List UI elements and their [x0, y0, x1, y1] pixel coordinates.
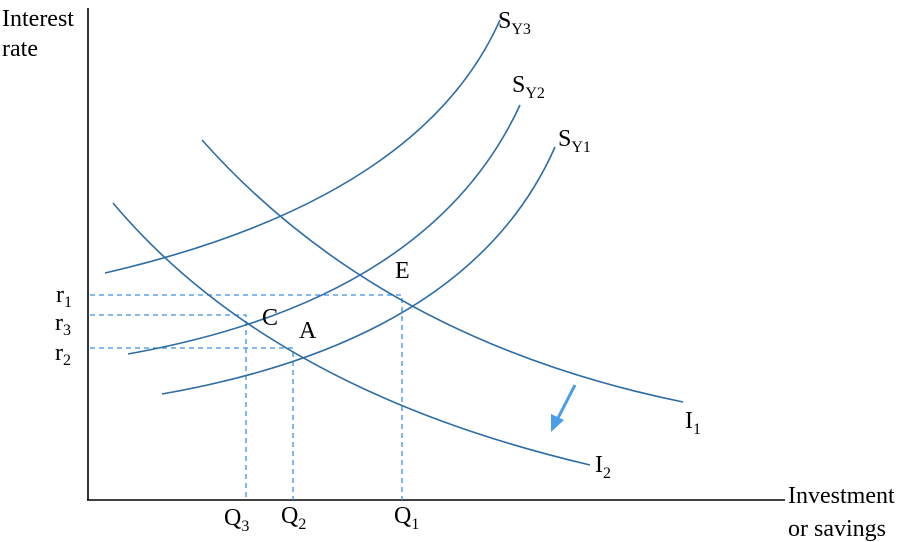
rate-letter: r: [55, 340, 63, 366]
quantity-label: Q1: [394, 503, 419, 533]
point-label: A: [299, 318, 317, 344]
curve-i2: [112, 202, 591, 466]
curve-subscript: Y1: [571, 139, 591, 156]
curve-label: SY1: [558, 126, 591, 156]
guide-e: [90, 294, 403, 500]
quantity-letter: Q: [394, 503, 411, 529]
shift-arrowhead: [551, 414, 564, 432]
shift-arrow: [555, 384, 577, 421]
rate-subscript: 2: [63, 352, 71, 369]
curve-sy2: [127, 104, 521, 355]
rate-label: r1: [56, 282, 72, 311]
curve-label: I2: [595, 452, 611, 482]
x-axis-label: or savings: [788, 516, 886, 542]
curve-sy3: [104, 19, 501, 274]
quantity-label: Q3: [224, 505, 249, 535]
quantity-label: Q2: [281, 503, 306, 533]
y-axis-label: rate: [2, 36, 38, 62]
quantity-letter: Q: [281, 503, 298, 529]
curve-subscript: 1: [693, 421, 701, 438]
quantity-subscript: 2: [298, 516, 306, 533]
rate-letter: r: [56, 282, 64, 308]
curve-subscript: Y3: [511, 21, 531, 38]
rate-letter: r: [55, 310, 63, 336]
y-axis-label: Interest: [2, 6, 74, 32]
quantity-subscript: 1: [411, 516, 419, 533]
curve-subscript: 2: [603, 465, 611, 482]
point-label: C: [262, 305, 278, 331]
curve-letter: S: [498, 8, 511, 34]
rate-label: r3: [55, 310, 71, 339]
x-axis-label: Investment: [788, 483, 895, 509]
curve-label: I1: [685, 408, 701, 438]
rate-label: r2: [55, 340, 71, 369]
guide-c: [90, 314, 247, 500]
curve-letter: S: [558, 126, 571, 152]
curve-sy1: [161, 146, 556, 395]
curve-letter: I: [595, 452, 603, 478]
quantity-subscript: 3: [241, 518, 249, 535]
rate-subscript: 3: [63, 322, 71, 339]
rate-subscript: 1: [64, 294, 72, 311]
curve-subscript: Y2: [525, 85, 545, 102]
quantity-letter: Q: [224, 505, 241, 531]
curve-i1: [201, 139, 684, 403]
curve-label: SY3: [498, 8, 531, 38]
curve-letter: S: [512, 72, 525, 98]
curve-label: SY2: [512, 72, 545, 102]
point-label: E: [395, 258, 410, 284]
curve-letter: I: [685, 408, 693, 434]
